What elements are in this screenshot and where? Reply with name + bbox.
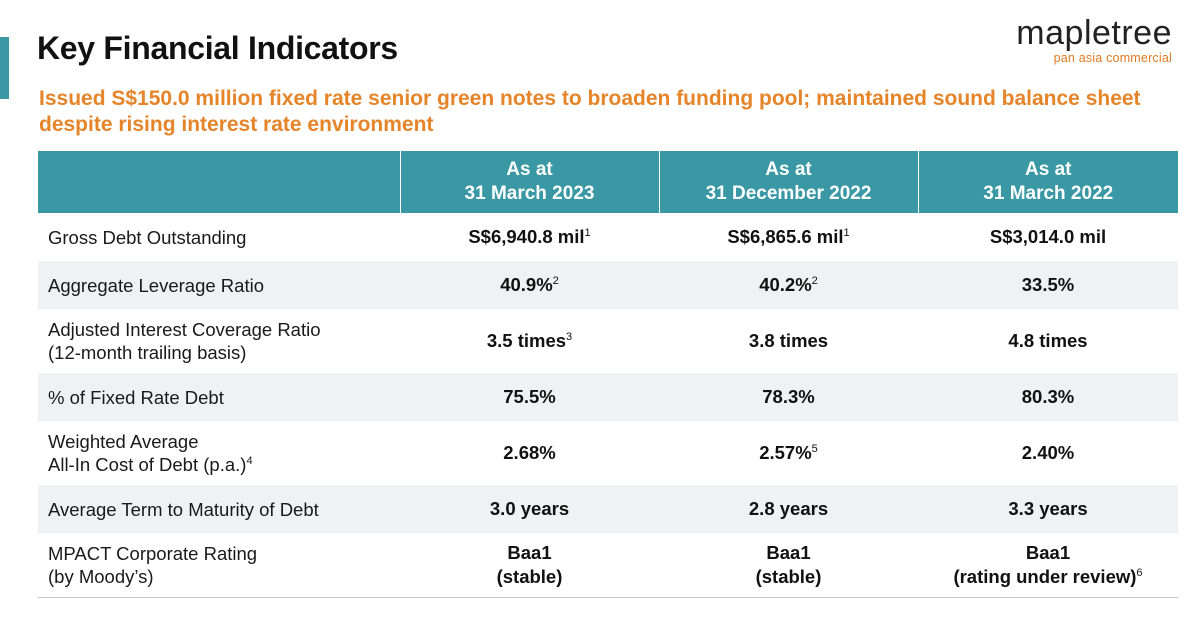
value-cell: 75.5%	[400, 373, 659, 421]
footnote-ref: 1	[843, 227, 850, 239]
row-label: Aggregate Leverage Ratio	[38, 261, 400, 309]
footnote-ref: 4	[246, 455, 253, 467]
value-cell: 2.8 years	[659, 485, 918, 533]
column-header-line1: As at	[765, 159, 812, 180]
value-cell: S$3,014.0 mil	[918, 213, 1178, 261]
column-header-line1: As at	[1025, 159, 1072, 180]
row-label-text: Gross Debt Outstanding	[48, 226, 247, 248]
table-row: Adjusted Interest Coverage Ratio (12-mon…	[38, 309, 1178, 373]
table-row: Weighted Average All-In Cost of Debt (p.…	[38, 421, 1178, 485]
row-label-text: Adjusted Interest Coverage Ratio	[48, 319, 321, 340]
column-header: As at 31 March 2022	[917, 151, 1178, 213]
row-label-subtext-text: All-In Cost of Debt (p.a.)	[48, 454, 247, 475]
row-label-text: Aggregate Leverage Ratio	[48, 274, 264, 296]
cell-value: 4.8 times	[1008, 330, 1088, 351]
value-cell: 3.0 years	[400, 485, 659, 533]
row-label-text: Average Term to Maturity of Debt	[48, 498, 319, 520]
cell-value: 40.9%	[500, 274, 553, 295]
accent-bar	[0, 37, 9, 99]
cell-value: 3.8 times	[748, 330, 829, 351]
value-cell: S$6,940.8 mil1	[400, 213, 659, 261]
value-cell: 3.3 years	[918, 485, 1178, 533]
row-label: MPACT Corporate Rating (by Moody’s)	[38, 533, 400, 598]
cell-value: S$6,865.6 mil	[727, 226, 844, 247]
cell-value: 2.40%	[1021, 442, 1075, 463]
row-label-text: MPACT Corporate Rating	[48, 542, 258, 564]
value-cell: Baa1 (stable)	[659, 533, 918, 598]
footnote-ref: 2	[811, 275, 818, 287]
logo-wordmark: mapletree	[1016, 14, 1172, 52]
rating-outlook: (rating under review)6	[928, 565, 1168, 589]
cell-value: 2.8 years	[748, 498, 829, 519]
cell-value: 3.5 times	[486, 330, 567, 351]
rating-outlook-text: (rating under review)	[953, 565, 1137, 587]
value-cell: Baa1 (rating under review)6	[918, 533, 1178, 598]
value-cell: 4.8 times	[918, 309, 1178, 373]
cell-value: 78.3%	[762, 386, 815, 407]
value-cell: 2.40%	[918, 421, 1178, 485]
table-row: MPACT Corporate Rating (by Moody’s) Baa1…	[38, 533, 1178, 598]
row-label-subtext: (by Moody’s)	[48, 565, 154, 587]
column-header-line1: As at	[506, 159, 553, 180]
cell-value: 2.68%	[503, 442, 556, 463]
column-header-line2: 31 December 2022	[705, 183, 872, 204]
cell-value: S$6,940.8 mil	[468, 226, 585, 247]
footnote-ref: 5	[811, 443, 818, 455]
column-header-line2: 31 March 2023	[464, 183, 595, 204]
value-cell: S$6,865.6 mil1	[659, 213, 918, 261]
page-title: Key Financial Indicators	[37, 30, 398, 66]
row-label-text: % of Fixed Rate Debt	[48, 386, 224, 408]
value-cell: 78.3%	[659, 373, 918, 421]
value-cell: 40.2%2	[659, 261, 918, 309]
cell-value: 2.57%	[759, 442, 812, 463]
cell-value: 3.0 years	[489, 498, 570, 519]
value-cell: 3.8 times	[659, 309, 918, 373]
table-row: Aggregate Leverage Ratio 40.9%2 40.2%2 3…	[38, 261, 1178, 309]
cell-value: 80.3%	[1021, 386, 1075, 407]
row-label: Weighted Average All-In Cost of Debt (p.…	[38, 421, 400, 485]
page-subtitle: Issued S$150.0 million fixed rate senior…	[39, 87, 1141, 136]
cell-value: 75.5%	[503, 386, 556, 407]
value-cell: 3.5 times3	[400, 309, 659, 373]
rating-value: Baa1	[1025, 541, 1071, 563]
value-cell: 80.3%	[918, 373, 1178, 421]
row-label-text: Weighted Average	[48, 431, 199, 452]
table-row: Gross Debt Outstanding S$6,940.8 mil1 S$…	[38, 213, 1178, 261]
row-label: Adjusted Interest Coverage Ratio (12-mon…	[38, 309, 400, 373]
financial-indicators-table: As at 31 March 2023 As at 31 December 20…	[38, 151, 1178, 598]
cell-value: 33.5%	[1021, 274, 1075, 295]
rating-outlook: (stable)	[496, 565, 563, 587]
footnote-ref: 6	[1136, 566, 1143, 579]
footnote-ref: 2	[552, 275, 559, 287]
value-cell: 33.5%	[918, 261, 1178, 309]
header-cell-blank	[38, 151, 400, 213]
footnote-ref: 1	[584, 227, 591, 239]
row-label: Average Term to Maturity of Debt	[38, 485, 400, 533]
rating-value: Baa1	[507, 541, 552, 563]
footnote-ref: 3	[566, 331, 573, 343]
row-label: % of Fixed Rate Debt	[38, 373, 400, 421]
value-cell: Baa1 (stable)	[400, 533, 659, 598]
cell-value: 40.2%	[759, 274, 812, 295]
company-logo: mapletree pan asia commercial	[1016, 14, 1172, 65]
cell-value: 3.3 years	[1008, 498, 1088, 519]
row-label: Gross Debt Outstanding	[38, 213, 400, 261]
table-row: % of Fixed Rate Debt 75.5% 78.3% 80.3%	[38, 373, 1178, 421]
value-cell: 2.57%5	[659, 421, 918, 485]
table-header-row: As at 31 March 2023 As at 31 December 20…	[38, 151, 1178, 213]
row-label-subtext: All-In Cost of Debt (p.a.)4	[48, 453, 390, 476]
value-cell: 2.68%	[400, 421, 659, 485]
column-header: As at 31 March 2023	[399, 151, 659, 213]
rating-outlook: (stable)	[755, 565, 822, 587]
logo-tagline: pan asia commercial	[1053, 51, 1172, 65]
row-label-subtext: (12-month trailing basis)	[48, 342, 247, 363]
column-header-line2: 31 March 2022	[983, 183, 1114, 204]
value-cell: 40.9%2	[400, 261, 659, 309]
cell-value: S$3,014.0 mil	[989, 226, 1107, 247]
column-header: As at 31 December 2022	[658, 151, 918, 213]
rating-value: Baa1	[766, 541, 811, 563]
table-row: Average Term to Maturity of Debt 3.0 yea…	[38, 485, 1178, 533]
